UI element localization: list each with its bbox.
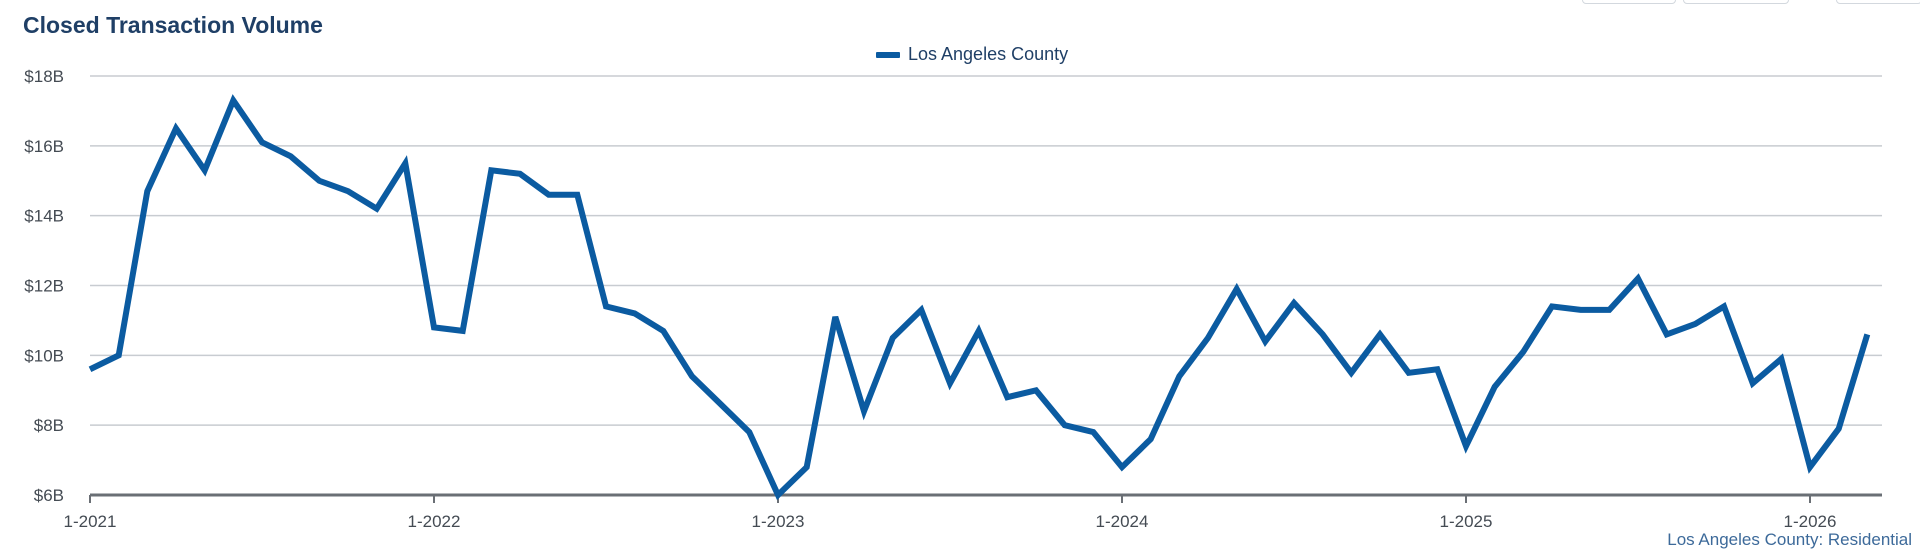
y-tick-label: $8B	[34, 416, 64, 435]
y-tick-label: $16B	[24, 137, 64, 156]
series-line	[88, 94, 1871, 501]
legend[interactable]: Los Angeles County	[876, 44, 1068, 65]
y-tick-label: $12B	[24, 277, 64, 296]
x-tick-label: 1-2023	[752, 512, 805, 531]
x-tick-label: 1-2021	[64, 512, 117, 531]
legend-label: Los Angeles County	[908, 44, 1069, 64]
y-tick-label: $14B	[24, 207, 64, 226]
x-tick-label: 1-2022	[408, 512, 461, 531]
x-tick-label: 1-2024	[1096, 512, 1149, 531]
y-tick-label: $10B	[24, 346, 64, 365]
legend-swatch	[876, 51, 900, 58]
chart-credit: Los Angeles County: Residential	[1667, 530, 1912, 549]
y-tick-label: $18B	[24, 67, 64, 86]
x-tick-label: 1-2026	[1784, 512, 1837, 531]
chart-title: Closed Transaction Volume	[23, 12, 323, 38]
x-tick-label: 1-2025	[1440, 512, 1493, 531]
menu-button[interactable]	[1836, 0, 1920, 4]
y-tick-label: $6B	[34, 486, 64, 505]
